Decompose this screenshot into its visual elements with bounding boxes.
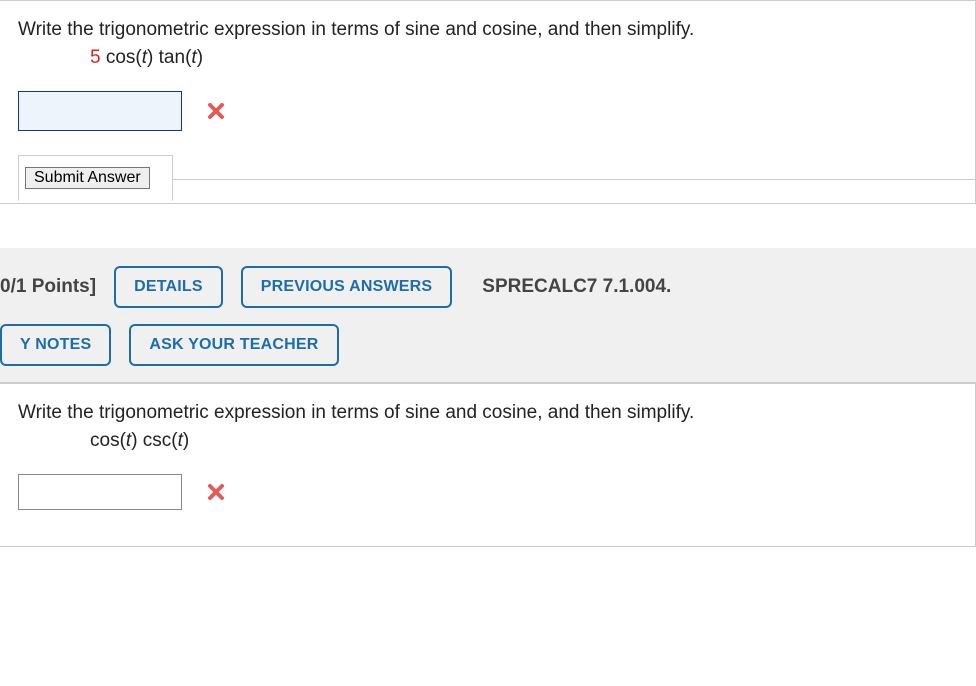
question-header: 0/1 Points] DETAILS PREVIOUS ANSWERS SPR… [0,248,976,383]
ask-teacher-button[interactable]: ASK YOUR TEACHER [129,324,338,366]
points-label: 0/1 Points] [0,276,96,298]
my-notes-button[interactable]: Y NOTES [0,324,111,366]
question-2: Write the trigonometric expression in te… [0,383,976,546]
q1-coef: 5 [90,47,101,68]
q2-prompt: Write the trigonometric expression in te… [18,402,975,424]
q2-expression: cos(t) csc(t) [90,430,975,452]
wrong-icon [206,101,226,121]
q1-answer-input[interactable] [18,91,182,131]
q2-answer-row [18,474,975,510]
q2-expr-part: ) csc( [131,430,177,451]
question-ref: SPRECALC7 7.1.004. [482,276,671,298]
q1-answer-row [18,91,975,131]
details-button[interactable]: DETAILS [114,266,223,308]
q2-expr-part: cos( [90,430,126,451]
q1-expr-part: ) tan( [147,47,191,68]
wrong-icon [206,482,226,502]
submit-answer-button[interactable]: Submit Answer [25,167,150,189]
q1-expr-part: cos( [101,47,142,68]
submit-region: Submit Answer [18,155,975,203]
previous-answers-button[interactable]: PREVIOUS ANSWERS [241,266,453,308]
q1-expr-part: ) [197,47,203,68]
q2-answer-input[interactable] [18,474,182,510]
q1-expression: 5 cos(t) tan(t) [90,47,975,69]
question-1: Write the trigonometric expression in te… [0,0,976,204]
q2-expr-part: ) [183,430,189,451]
q1-prompt: Write the trigonometric expression in te… [18,19,975,41]
